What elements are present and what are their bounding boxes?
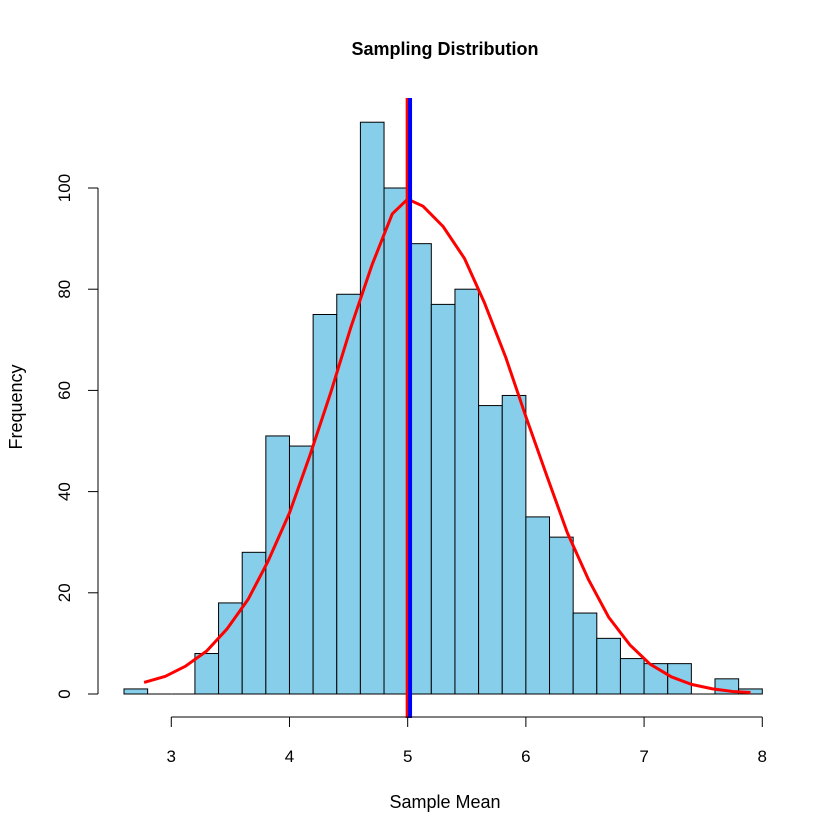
x-tick-label: 6 [521,747,530,766]
curve-layer [143,197,751,694]
histogram-bar [525,516,551,695]
histogram-bar [619,658,645,695]
y-axis: 0 20 40 60 80 100 [55,174,99,699]
histogram-bar [194,653,220,695]
histogram-bar [265,435,290,695]
y-tick-label: 0 [55,689,74,698]
histogram-bar [359,121,385,695]
histogram-bar [572,612,598,695]
x-tick-label: 8 [758,747,767,766]
x-axis: 3 4 5 6 7 8 [167,716,767,766]
histogram-bar [336,293,361,695]
x-tick-label: 7 [639,747,648,766]
histogram-bar [430,303,456,695]
x-tick-label: 4 [285,747,294,766]
density-curve [143,197,751,694]
histogram-bar [123,688,149,695]
y-tick-label: 100 [55,174,74,202]
histogram-bar [383,187,409,695]
histogram-bar [596,637,621,695]
vlines-layer [405,98,413,718]
chart-title: Sampling Distribution [352,39,539,59]
histogram-bar [549,536,574,695]
x-axis-label: Sample Mean [389,792,500,812]
y-tick-label: 40 [55,482,74,501]
x-tick-label: 3 [167,747,176,766]
y-tick-label: 60 [55,381,74,400]
y-tick-label: 80 [55,280,74,299]
histogram-bar [501,394,527,695]
histogram-bar [478,405,503,695]
histogram-bar [312,314,338,695]
y-tick-label: 20 [55,583,74,602]
y-axis-label: Frequency [6,364,26,449]
histogram-bar [218,602,243,695]
bars-layer [123,121,763,695]
x-tick-label: 5 [403,747,412,766]
histogram-bar [454,288,480,695]
